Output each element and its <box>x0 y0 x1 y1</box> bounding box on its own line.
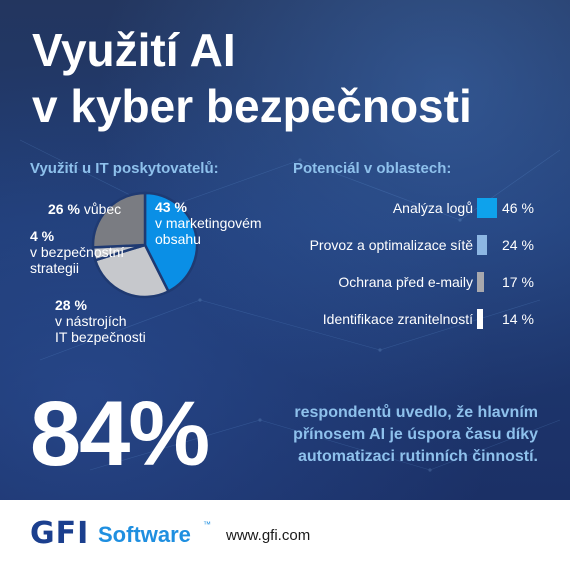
bar-value: 14 % <box>502 311 534 327</box>
pie-slice-marketing <box>143 191 199 294</box>
website-link[interactable]: www.gfi.com <box>226 527 311 544</box>
network-texture <box>19 139 561 472</box>
pie-label-line: v nástrojích <box>55 313 127 329</box>
bar-mark <box>477 272 484 292</box>
highlight-statement: respondentů uvedlo, že hlavním přínosem … <box>258 402 538 468</box>
bar-chart-title: Potenciál v oblastech: <box>293 160 452 177</box>
bar-rect <box>477 309 483 329</box>
pie-slice-security-tools <box>93 243 171 299</box>
pie-label-line: v bezpečnostní <box>30 244 125 260</box>
title-line-2: v kyber bezpečnosti <box>32 80 472 132</box>
pie-label-strategy: 4 % v bezpečnostní strategii <box>30 228 124 276</box>
pie-label-line: vůbec <box>83 201 122 217</box>
bar-rect <box>477 235 487 255</box>
bar-mark <box>477 309 483 329</box>
bar-rect <box>477 198 497 218</box>
pie-label-line: strategii <box>30 260 80 276</box>
pie-label-pct: 43 % <box>155 199 187 215</box>
page-title: Využití AI v kyber bezpečnosti <box>32 22 472 134</box>
pie-label-never: 26 % vůbec <box>48 201 121 217</box>
pie-slice-never <box>91 191 147 249</box>
bar-row-network: Provoz a optimalizace sítě 24 % <box>280 233 550 257</box>
bar-row-log-analysis: Analýza logů 46 % <box>280 196 550 220</box>
bar-value: 24 % <box>502 237 534 253</box>
statement-line: automatizaci rutinních činností. <box>297 448 538 465</box>
pie-label-line: obsahu <box>155 231 201 247</box>
bar-label: Provoz a optimalizace sítě <box>309 237 473 253</box>
pie-label-line: IT bezpečnosti <box>55 329 146 345</box>
bar-value: 17 % <box>502 274 534 290</box>
statement-line: přínosem AI je úspora času díky <box>293 426 538 443</box>
bar-label: Identifikace zranitelností <box>322 311 473 327</box>
bar-value: 46 % <box>502 200 534 216</box>
footer: GFI Software ™ www.gfi.com <box>0 500 570 570</box>
statement-line: respondentů uvedlo, že hlavním <box>294 404 538 421</box>
pie-label-line: v marketingovém <box>155 215 262 231</box>
pie-chart-title: Využití u IT poskytovatelů: <box>30 160 219 177</box>
pie-chart <box>91 191 199 299</box>
pie-label-security-tools: 28 % v nástrojích IT bezpečnosti <box>55 297 146 345</box>
pie-label-marketing: 43 % v marketingovém obsahu <box>155 199 262 247</box>
highlight-number: 84% <box>30 383 210 485</box>
bar-row-vulnerabilities: Identifikace zranitelností 14 % <box>280 307 550 331</box>
bar-label: Ochrana před e-maily <box>338 274 473 290</box>
bar-label: Analýza logů <box>392 200 473 216</box>
pie-label-pct: 28 % <box>55 297 87 313</box>
bar-mark <box>477 198 497 218</box>
pie-label-pct: 26 % <box>48 201 80 217</box>
gfi-logo-software: Software <box>98 522 191 547</box>
bar-row-email: Ochrana před e-maily 17 % <box>280 270 550 294</box>
gfi-logo: GFI <box>30 516 90 551</box>
trademark: ™ <box>203 520 211 529</box>
bar-rect <box>477 272 484 292</box>
title-line-1: Využití AI <box>32 24 236 76</box>
pie-label-pct: 4 % <box>30 228 55 244</box>
bar-mark <box>477 235 487 255</box>
